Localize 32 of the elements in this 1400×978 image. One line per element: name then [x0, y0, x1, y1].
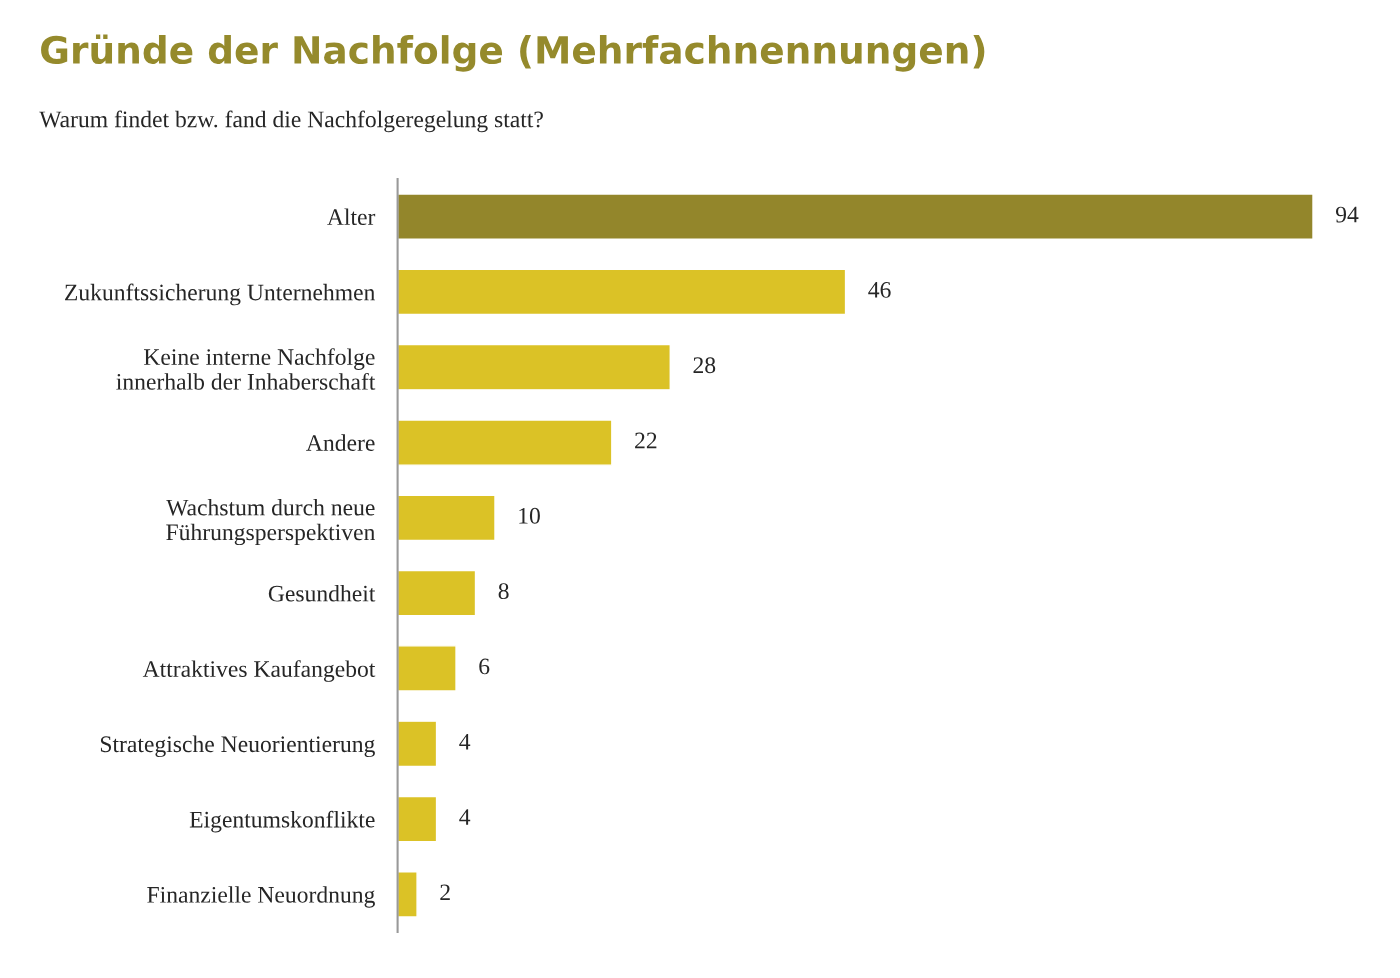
- y-tick-label: Finanzielle Neuordnung: [147, 886, 375, 908]
- data-label: 10: [519, 507, 540, 524]
- chart-title: Gründe der Nachfolge (Mehrfachnennungen): [41, 34, 985, 72]
- bar: [397, 569, 477, 617]
- bar: [397, 871, 418, 918]
- data-label: 8: [498, 583, 509, 600]
- y-tick-label: Alter: [327, 208, 376, 226]
- data-label: 94: [1335, 206, 1359, 223]
- bar: [397, 268, 847, 316]
- data-label: 4: [459, 733, 471, 750]
- y-tick-label: Gesundheit: [268, 584, 376, 602]
- bar: [397, 494, 496, 542]
- bar: [397, 419, 613, 466]
- y-tick-label: Andere: [306, 434, 375, 451]
- y-tick-label: Keine interne Nachfolge innerhalb der Inhaberschaft: [116, 348, 376, 390]
- data-label: 46: [868, 281, 891, 298]
- y-tick-label: Wachstum durch neue Führungsperspektiven: [166, 498, 376, 546]
- bar: [397, 343, 671, 391]
- bar: [397, 795, 438, 843]
- y-tick-label: Zukunftssicherung Unternehmen: [65, 283, 376, 306]
- bar: [397, 193, 1314, 240]
- y-tick-label: Attraktives Kaufangebot: [142, 660, 376, 682]
- y-tick-label: Strategische Neuorientierung: [100, 735, 375, 758]
- data-label: 28: [693, 357, 716, 374]
- data-label: 22: [635, 432, 657, 449]
- chart-subtitle: Warum findet bzw. fand die Nachfolgeregelung statt?: [39, 110, 543, 133]
- data-label: 4: [459, 809, 471, 825]
- data-label: 6: [479, 658, 490, 675]
- data-label: 2: [440, 884, 450, 901]
- bar: [397, 720, 438, 768]
- bar: [397, 645, 457, 692]
- y-tick-label: Eigentumskonflikte: [189, 810, 375, 833]
